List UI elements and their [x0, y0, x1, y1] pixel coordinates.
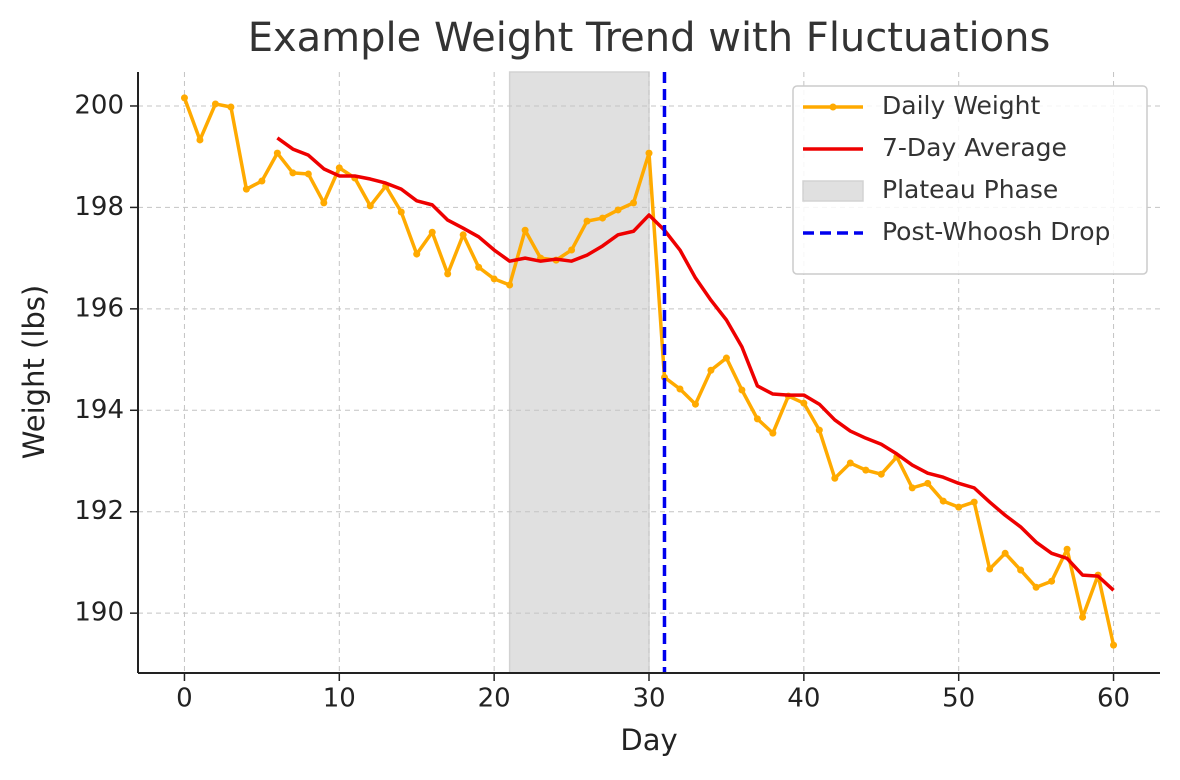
data-point: [908, 484, 916, 492]
data-point: [428, 228, 436, 236]
legend-label: Daily Weight: [882, 91, 1040, 120]
data-point: [769, 429, 777, 437]
data-point: [815, 426, 823, 434]
data-point: [304, 170, 312, 178]
data-point: [753, 415, 761, 423]
data-point: [258, 177, 266, 185]
legend-label: Plateau Phase: [882, 175, 1058, 204]
legend-marker: [829, 103, 837, 111]
shaded-span: [508, 71, 650, 674]
data-point: [335, 164, 343, 172]
data-point: [459, 231, 467, 239]
data-point: [444, 270, 452, 278]
data-point: [599, 214, 607, 222]
x-axis-label: Day: [620, 723, 677, 757]
legend-box: [792, 85, 1148, 275]
data-point: [506, 281, 514, 289]
data-point: [1001, 549, 1009, 557]
legend-label: 7-Day Average: [882, 133, 1067, 162]
data-point: [722, 354, 730, 362]
data-point: [583, 217, 591, 225]
y-tick-label: 192: [74, 496, 124, 526]
data-point: [630, 199, 638, 207]
data-point: [955, 503, 963, 511]
data-point: [1032, 583, 1040, 591]
data-point: [242, 185, 250, 193]
legend-swatch: [802, 180, 864, 202]
data-point: [413, 250, 421, 258]
data-point: [691, 400, 699, 408]
x-tick-label: 60: [1097, 684, 1130, 714]
data-point: [521, 226, 529, 234]
data-point: [227, 103, 235, 111]
data-point: [862, 466, 870, 474]
data-point: [800, 399, 808, 407]
data-point: [676, 385, 684, 393]
chart-title: Example Weight Trend with Fluctuations: [248, 15, 1051, 61]
data-point: [1063, 545, 1071, 553]
data-point: [568, 246, 576, 254]
x-tick-label: 50: [942, 684, 975, 714]
data-point: [475, 263, 483, 271]
y-tick-label: 200: [74, 90, 124, 120]
data-point: [180, 94, 188, 102]
data-point: [877, 470, 885, 478]
y-tick-label: 190: [74, 598, 124, 628]
data-point: [273, 149, 281, 157]
data-point: [939, 497, 947, 505]
data-point: [645, 149, 653, 157]
data-point: [970, 498, 978, 506]
y-axis-label: Weight (lbs): [17, 285, 51, 459]
x-tick-label: 10: [323, 684, 356, 714]
y-tick-label: 198: [74, 192, 124, 222]
data-point: [490, 275, 498, 283]
data-point: [289, 169, 297, 177]
data-point: [196, 136, 204, 144]
x-tick-label: 20: [478, 684, 511, 714]
data-point: [924, 479, 932, 487]
x-tick-label: 30: [632, 684, 665, 714]
data-point: [831, 474, 839, 482]
legend-label: Post-Whoosh Drop: [882, 217, 1110, 246]
data-point: [738, 386, 746, 394]
y-tick-label: 196: [74, 293, 124, 323]
series-line: [276, 136, 1115, 592]
data-point: [1079, 613, 1087, 621]
data-point: [614, 206, 622, 214]
data-point: [366, 202, 374, 210]
data-point: [397, 208, 405, 216]
data-point: [320, 199, 328, 207]
x-tick-label: 40: [787, 684, 820, 714]
data-point: [1110, 641, 1118, 649]
data-point: [1017, 566, 1025, 574]
y-tick-label: 194: [74, 395, 124, 425]
data-point: [707, 366, 715, 374]
x-tick-label: 0: [176, 684, 193, 714]
data-point: [211, 100, 219, 108]
data-point: [846, 459, 854, 467]
data-point: [1048, 577, 1056, 585]
data-point: [986, 565, 994, 573]
